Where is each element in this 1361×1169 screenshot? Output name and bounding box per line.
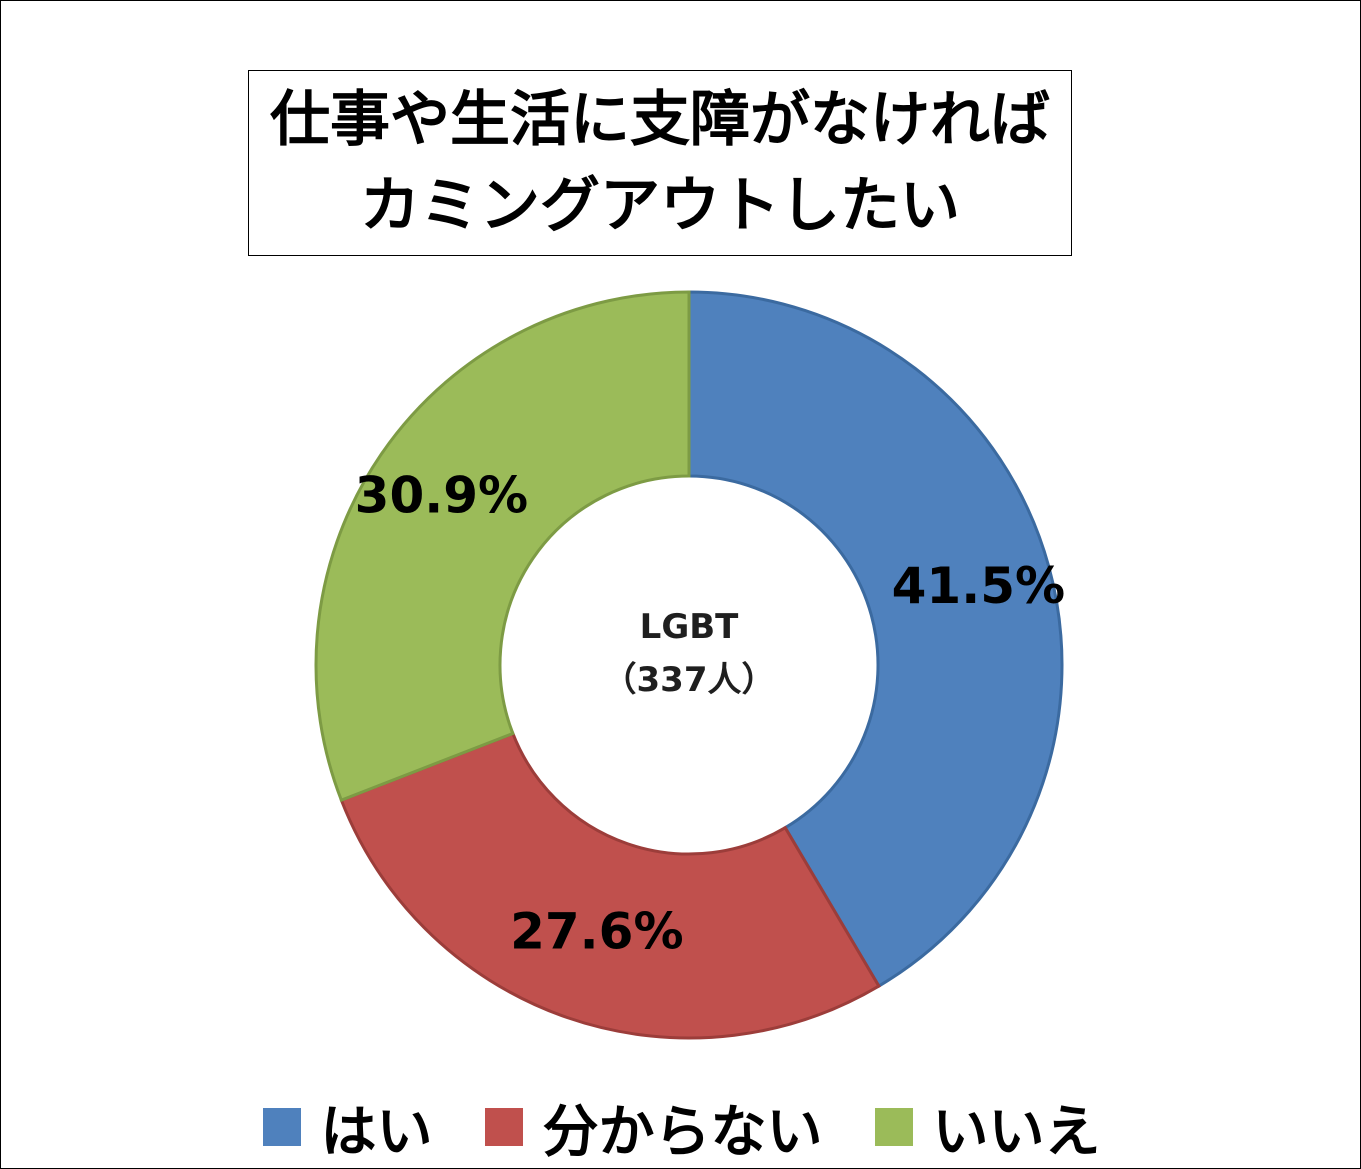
donut-slice-1 [687,290,1064,989]
legend-label: はい [320,1099,433,1165]
slice-value-label-1: 41.5% [892,557,1065,615]
legend-swatch [874,1108,913,1146]
legend-label: 分からない [542,1099,823,1165]
chart-title-box: 仕事や生活に支障がなければ カミングアウトしたい [248,70,1072,256]
legend-swatch [484,1108,523,1146]
donut-slice-3 [314,290,691,803]
center-label-line-2: （337人） [603,660,776,700]
legend-item-3: いいえ [874,1087,1101,1168]
slice-value-label-3: 30.9% [355,467,528,525]
chart-title-line-1: 仕事や生活に支障がなければ [270,85,1050,155]
donut-slices [314,290,1064,1040]
legend: はい 分からない いいえ [1,1091,1360,1165]
legend-label: いいえ [932,1099,1101,1165]
slice-labels: 41.5% 27.6% 30.9% [355,467,1065,961]
chart-title-line-2: カミングアウトしたい [360,171,960,241]
legend-item-1: はい [262,1087,433,1168]
center-label-line-1: LGBT [640,607,739,647]
legend-item-2: 分からない [484,1087,823,1168]
legend-swatch [262,1108,301,1146]
donut-slice-2 [339,731,881,1040]
slice-value-label-2: 27.6% [510,903,683,961]
